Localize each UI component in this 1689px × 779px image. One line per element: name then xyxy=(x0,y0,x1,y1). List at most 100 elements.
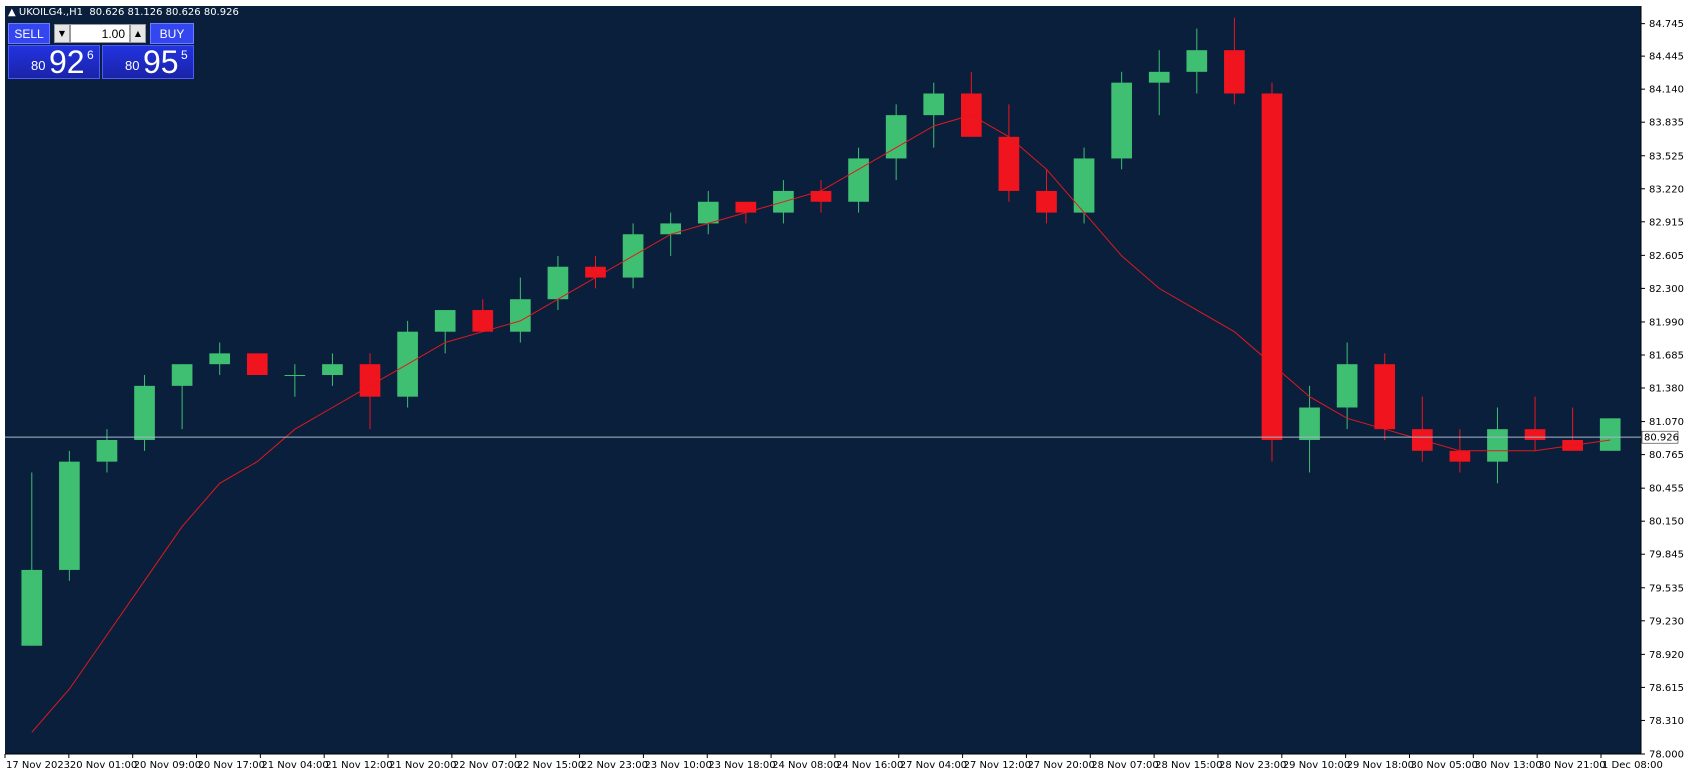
time-tick-label: 23 Nov 10:00 xyxy=(644,760,711,771)
sell-price-box[interactable]: 80 92 6 xyxy=(8,44,100,80)
price-tick-label: 84.745 xyxy=(1649,19,1684,30)
bull-candle xyxy=(1111,82,1132,159)
buy-button[interactable]: BUY xyxy=(150,23,194,44)
bull-candle xyxy=(171,364,193,386)
time-tick-label: 20 Nov 01:00 xyxy=(70,760,137,771)
price-tick-label: 78.310 xyxy=(1649,716,1684,727)
price-tick-label: 82.605 xyxy=(1649,251,1684,262)
sell-price-prefix: 80 xyxy=(31,58,46,73)
bull-candle xyxy=(1336,364,1358,408)
bear-candle xyxy=(735,201,757,213)
bull-candle xyxy=(660,223,682,235)
bear-candle xyxy=(1374,364,1396,430)
time-tick-label: 29 Nov 18:00 xyxy=(1347,760,1414,771)
bear-candle xyxy=(585,266,606,278)
bear-candle xyxy=(472,310,494,332)
time-tick-label: 24 Nov 08:00 xyxy=(772,760,839,771)
price-tick-label: 79.845 xyxy=(1649,550,1684,561)
bear-candle xyxy=(359,364,381,397)
lot-size-input[interactable] xyxy=(70,24,130,43)
price-tick-label: 81.380 xyxy=(1649,384,1684,395)
ohlc-values: 80.626 81.126 80.626 80.926 xyxy=(89,7,239,18)
time-tick-label: 28 Nov 15:00 xyxy=(1155,760,1222,771)
bull-candle xyxy=(1487,429,1508,462)
time-tick-label: 22 Nov 15:00 xyxy=(517,760,584,771)
bear-candle xyxy=(1224,50,1245,94)
buy-price-box[interactable]: 80 95 5 xyxy=(102,44,194,80)
time-tick-label: 24 Nov 16:00 xyxy=(836,760,903,771)
chart-header: ▲ UKOILG4.,H1 80.626 81.126 80.626 80.92… xyxy=(8,7,239,18)
buy-price-prefix: 80 xyxy=(125,58,140,73)
bull-candle xyxy=(697,201,719,224)
price-tick-label: 79.230 xyxy=(1649,616,1684,627)
time-tick-label: 28 Nov 23:00 xyxy=(1219,760,1286,771)
time-tick-label: 23 Nov 18:00 xyxy=(708,760,775,771)
time-tick-label: 28 Nov 07:00 xyxy=(1091,760,1158,771)
buy-price-pipette: 5 xyxy=(181,48,188,62)
one-click-trading-panel: SELL ▼ ▲ BUY 80 92 6 80 95 5 xyxy=(8,23,194,80)
time-tick-label: 20 Nov 09:00 xyxy=(134,760,201,771)
time-tick-label: 17 Nov 2023 xyxy=(6,760,70,771)
bull-candle xyxy=(1186,50,1208,72)
sell-button[interactable]: SELL xyxy=(8,23,50,44)
lot-increase-icon[interactable]: ▲ xyxy=(130,24,146,43)
time-tick-label: 21 Nov 12:00 xyxy=(325,760,392,771)
bull-candle xyxy=(284,375,306,377)
price-tick-label: 81.070 xyxy=(1649,417,1684,428)
bull-candle xyxy=(1148,71,1170,83)
time-tick-label: 30 Nov 05:00 xyxy=(1410,760,1477,771)
time-tick-label: 27 Nov 04:00 xyxy=(900,760,967,771)
bull-candle xyxy=(885,115,907,159)
bull-candle xyxy=(510,299,531,332)
lot-decrease-icon[interactable]: ▼ xyxy=(54,24,70,43)
sell-price-pipette: 6 xyxy=(87,48,94,62)
price-tick-label: 83.525 xyxy=(1649,151,1684,162)
price-tick-label: 80.765 xyxy=(1649,450,1684,461)
price-axis[interactable]: 84.745 84.445 84.140 83.835 83.525 83.220 82.9… xyxy=(1640,6,1684,761)
current-price-label-bg xyxy=(1641,430,1679,444)
time-tick-label: 22 Nov 23:00 xyxy=(581,760,648,771)
price-tick-label: 82.300 xyxy=(1649,284,1684,295)
bull-candle xyxy=(848,158,869,202)
time-tick-label: 1 Dec 08:00 xyxy=(1602,760,1663,771)
time-tick-label: 21 Nov 20:00 xyxy=(389,760,456,771)
bull-candle xyxy=(1073,158,1095,213)
bull-candle xyxy=(434,310,456,332)
price-tick-label: 84.140 xyxy=(1649,85,1684,96)
buy-price-main: 95 xyxy=(143,44,179,80)
price-tick-label: 83.835 xyxy=(1649,118,1684,129)
price-tick-label: 80.455 xyxy=(1649,484,1684,495)
plot-background xyxy=(5,6,1641,754)
time-tick-label: 27 Nov 20:00 xyxy=(1027,760,1094,771)
sell-price-main: 92 xyxy=(49,44,85,80)
price-tick-label: 78.000 xyxy=(1649,750,1684,761)
price-tick-label: 83.220 xyxy=(1649,184,1684,195)
price-tick-label: 84.445 xyxy=(1649,52,1684,63)
bear-candle xyxy=(1449,450,1471,462)
time-tick-label: 27 Nov 12:00 xyxy=(964,760,1031,771)
symbol-timeframe: UKOILG4.,H1 xyxy=(18,7,83,18)
bear-candle xyxy=(1261,93,1283,440)
price-tick-label: 79.535 xyxy=(1649,583,1684,594)
moving-average-line xyxy=(31,114,1611,733)
time-tick-label: 30 Nov 13:00 xyxy=(1474,760,1541,771)
collapse-arrow-icon[interactable]: ▲ xyxy=(8,7,16,18)
bull-candle xyxy=(1599,418,1621,451)
bull-candle xyxy=(209,353,231,365)
bull-candle xyxy=(923,93,945,116)
bear-candle xyxy=(810,190,832,202)
bear-candle xyxy=(1524,429,1546,440)
price-tick-label: 82.915 xyxy=(1649,217,1684,228)
time-tick-label: 20 Nov 17:00 xyxy=(198,760,265,771)
current-price-label: 80.926 xyxy=(1641,430,1679,444)
bull-candle xyxy=(96,439,118,462)
price-tick-label: 81.990 xyxy=(1649,317,1684,328)
price-tick-label: 78.920 xyxy=(1649,650,1684,661)
current-price-text: 80.926 xyxy=(1644,433,1679,444)
bull-candle xyxy=(547,266,569,300)
bear-candle xyxy=(1036,190,1057,213)
bull-candle xyxy=(21,569,43,646)
